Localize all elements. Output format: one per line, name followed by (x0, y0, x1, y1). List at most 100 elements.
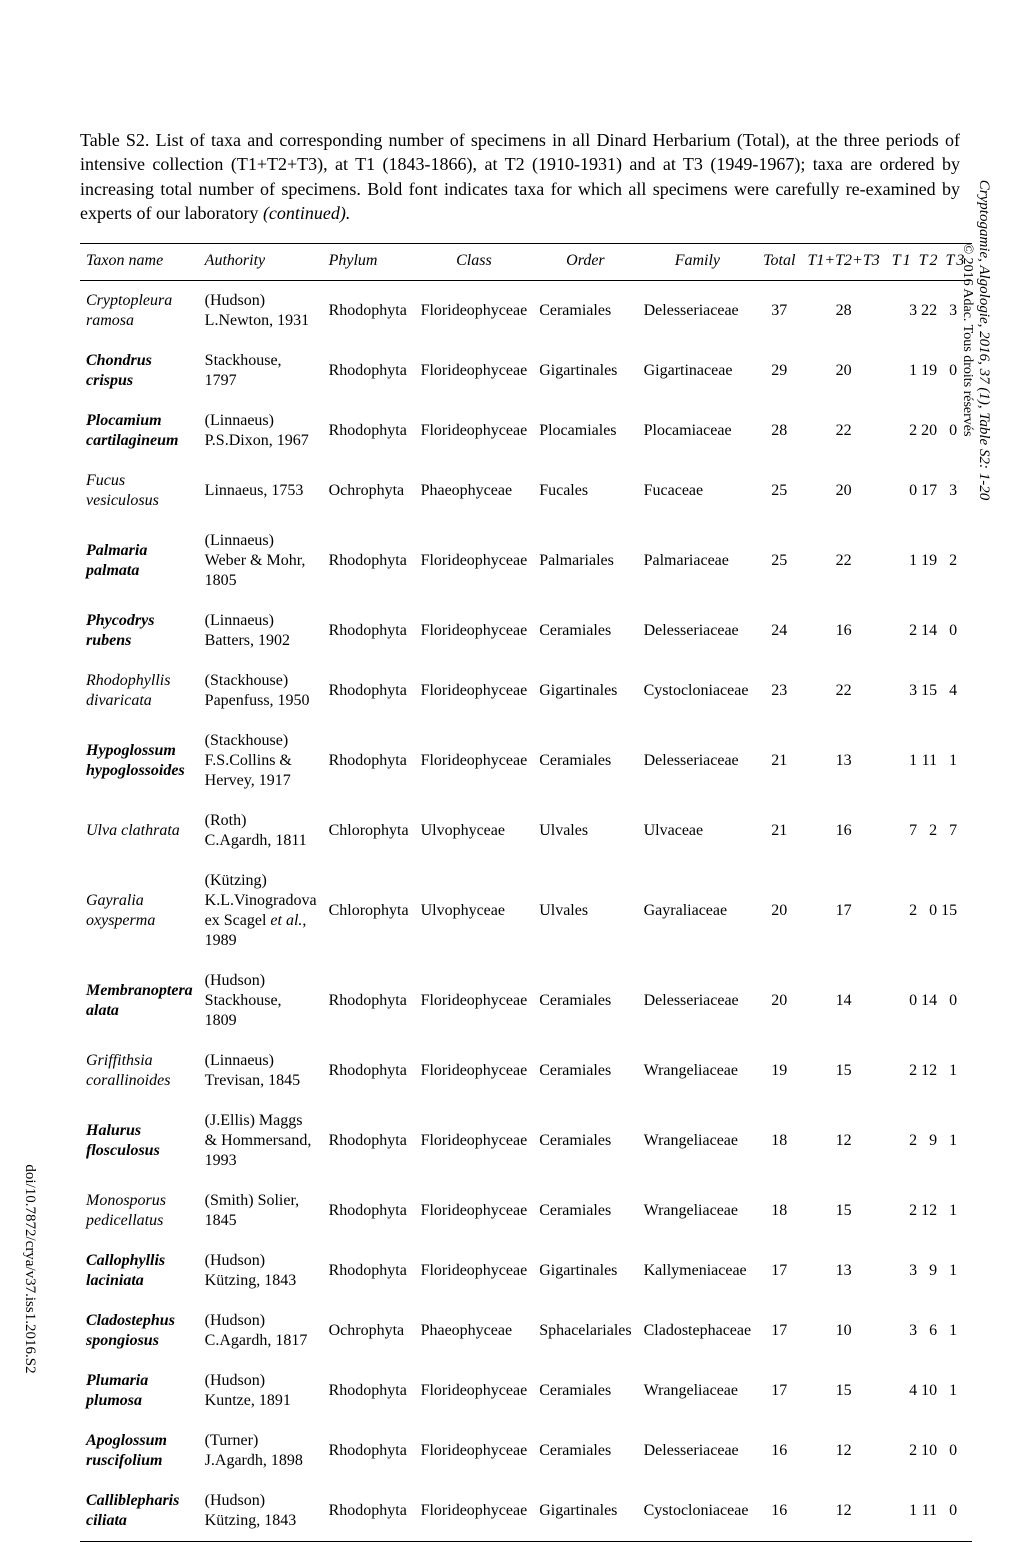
order-cell: Fucales (533, 461, 637, 521)
authority-cell: (Linnaeus) P.S.Dixon, 1967 (199, 401, 323, 461)
phylum-cell: Rhodophyta (323, 281, 415, 342)
total-cell: 17 (757, 1361, 801, 1421)
t1t2t3-cell: 7 2 7 (886, 801, 973, 861)
phylum-cell: Rhodophyta (323, 661, 415, 721)
t1t2t3-cell: 2 12 1 (886, 1041, 973, 1101)
authority-cell: (J.Ellis) Maggs & Hommersand, 1993 (199, 1101, 323, 1181)
table-row: Apoglossum ruscifolium(Turner) J.Agardh,… (80, 1421, 972, 1481)
t123-cell: 28 (801, 281, 885, 342)
order-cell: Ceramiales (533, 281, 637, 342)
col-order: Order (533, 244, 637, 281)
order-cell: Ceramiales (533, 1181, 637, 1241)
authority-cell: (Hudson) Stackhouse, 1809 (199, 961, 323, 1041)
table-row: Phycodrys rubens(Linnaeus) Batters, 1902… (80, 601, 972, 661)
total-cell: 37 (757, 281, 801, 342)
col-taxon: Taxon name (80, 244, 199, 281)
table-row: Callophyllis laciniata(Hudson) Kützing, … (80, 1241, 972, 1301)
taxon-cell: Phycodrys rubens (80, 601, 199, 661)
taxon-cell: Plocamium cartilagineum (80, 401, 199, 461)
class-cell: Florideophyceae (415, 1181, 534, 1241)
col-t123: T1+T2+T3 (801, 244, 885, 281)
phylum-cell: Rhodophyta (323, 341, 415, 401)
t123-cell: 12 (801, 1421, 885, 1481)
t1t2t3-cell: 2 10 0 (886, 1421, 973, 1481)
class-cell: Florideophyceae (415, 961, 534, 1041)
family-cell: Palmariaceae (638, 521, 758, 601)
order-cell: Ceramiales (533, 961, 637, 1041)
order-cell: Ceramiales (533, 1361, 637, 1421)
total-cell: 19 (757, 1041, 801, 1101)
caption-main: Table S2. List of taxa and corresponding… (80, 130, 960, 223)
order-cell: Ceramiales (533, 601, 637, 661)
class-cell: Florideophyceae (415, 721, 534, 801)
order-cell: Gigartinales (533, 661, 637, 721)
family-cell: Cystocloniaceae (638, 661, 758, 721)
t1t2t3-cell: 3 15 4 (886, 661, 973, 721)
table-row: Halurus flosculosus(J.Ellis) Maggs & Hom… (80, 1101, 972, 1181)
family-cell: Wrangeliaceae (638, 1041, 758, 1101)
total-cell: 21 (757, 721, 801, 801)
col-phylum: Phylum (323, 244, 415, 281)
table-row: Cladostephus spongiosus(Hudson) C.Agardh… (80, 1301, 972, 1361)
col-family: Family (638, 244, 758, 281)
order-cell: Ceramiales (533, 721, 637, 801)
t1t2t3-cell: 3 6 1 (886, 1301, 973, 1361)
taxon-cell: Plumaria plumosa (80, 1361, 199, 1421)
total-cell: 28 (757, 401, 801, 461)
authority-cell: Stackhouse, 1797 (199, 341, 323, 401)
t123-cell: 16 (801, 801, 885, 861)
order-cell: Ceramiales (533, 1101, 637, 1181)
phylum-cell: Rhodophyta (323, 721, 415, 801)
taxon-cell: Calliblepharis ciliata (80, 1481, 199, 1542)
phylum-cell: Rhodophyta (323, 1241, 415, 1301)
authority-cell: (Linnaeus) Trevisan, 1845 (199, 1041, 323, 1101)
citation-line-2: © 2016 Adac. Tous droits réservés (959, 110, 975, 570)
class-cell: Ulvophyceae (415, 801, 534, 861)
t123-cell: 12 (801, 1101, 885, 1181)
table-row: Palmaria palmata(Linnaeus) Weber & Mohr,… (80, 521, 972, 601)
phylum-cell: Rhodophyta (323, 961, 415, 1041)
phylum-cell: Rhodophyta (323, 1101, 415, 1181)
class-cell: Florideophyceae (415, 601, 534, 661)
total-cell: 20 (757, 861, 801, 961)
taxon-cell: Rhodophyllis divaricata (80, 661, 199, 721)
table-head: Taxon name Authority Phylum Class Order … (80, 244, 972, 281)
phylum-cell: Rhodophyta (323, 401, 415, 461)
phylum-cell: Rhodophyta (323, 601, 415, 661)
t1t2t3-cell: 2 14 0 (886, 601, 973, 661)
class-cell: Florideophyceae (415, 1241, 534, 1301)
table-row: Ulva clathrata(Roth) C.Agardh, 1811Chlor… (80, 801, 972, 861)
taxon-cell: Chondrus crispus (80, 341, 199, 401)
order-cell: Gigartinales (533, 1241, 637, 1301)
authority-cell: (Hudson) Kützing, 1843 (199, 1481, 323, 1542)
t123-cell: 20 (801, 461, 885, 521)
phylum-cell: Chlorophyta (323, 861, 415, 961)
taxon-cell: Palmaria palmata (80, 521, 199, 601)
phylum-cell: Rhodophyta (323, 1181, 415, 1241)
total-cell: 20 (757, 961, 801, 1041)
family-cell: Plocamiaceae (638, 401, 758, 461)
taxon-cell: Fucus vesiculosus (80, 461, 199, 521)
table-row: Griffithsia corallinoides(Linnaeus) Trev… (80, 1041, 972, 1101)
family-cell: Kallymeniaceae (638, 1241, 758, 1301)
total-cell: 16 (757, 1481, 801, 1542)
table-row: Fucus vesiculosusLinnaeus, 1753Ochrophyt… (80, 461, 972, 521)
authority-cell: (Smith) Solier, 1845 (199, 1181, 323, 1241)
table-row: Plocamium cartilagineum(Linnaeus) P.S.Di… (80, 401, 972, 461)
taxon-cell: Hypoglossum hypoglossoides (80, 721, 199, 801)
total-cell: 29 (757, 341, 801, 401)
family-cell: Wrangeliaceae (638, 1101, 758, 1181)
authority-cell: (Hudson) C.Agardh, 1817 (199, 1301, 323, 1361)
t1t2t3-cell: 2 12 1 (886, 1181, 973, 1241)
taxon-cell: Ulva clathrata (80, 801, 199, 861)
t123-cell: 15 (801, 1181, 885, 1241)
total-cell: 25 (757, 521, 801, 601)
total-cell: 24 (757, 601, 801, 661)
phylum-cell: Rhodophyta (323, 1421, 415, 1481)
class-cell: Ulvophyceae (415, 861, 534, 961)
class-cell: Florideophyceae (415, 661, 534, 721)
order-cell: Ulvales (533, 861, 637, 961)
t123-cell: 10 (801, 1301, 885, 1361)
order-cell: Gigartinales (533, 1481, 637, 1542)
t123-cell: 12 (801, 1481, 885, 1542)
